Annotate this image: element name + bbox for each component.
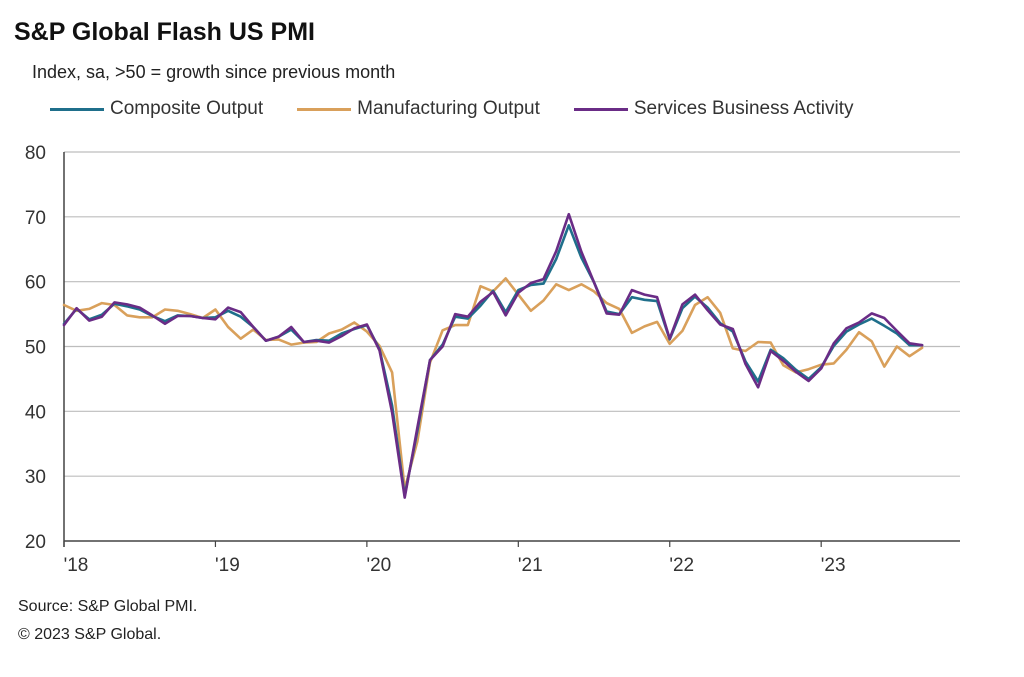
y-tick-label: 40: [25, 402, 46, 423]
y-tick-label: 60: [25, 273, 46, 294]
legend-label-manufacturing: Manufacturing Output: [357, 98, 540, 119]
series-line-services-business-activity: [62, 212, 924, 499]
legend-item-manufacturing: Manufacturing Output: [297, 98, 540, 120]
copyright-note: © 2023 S&P Global.: [18, 626, 162, 643]
legend: Composite Output Manufacturing Output Se…: [50, 98, 888, 120]
legend-label-composite: Composite Output: [110, 98, 264, 119]
x-tick-label: '18: [64, 555, 89, 576]
y-tick-label: 20: [25, 532, 46, 553]
legend-label-services: Services Business Activity: [633, 98, 854, 119]
series-line-composite-output: [62, 224, 924, 497]
gridlines: [64, 151, 960, 542]
x-tick-label: '23: [821, 555, 846, 576]
legend-swatch-composite: [50, 107, 104, 111]
x-tick-label: '19: [215, 555, 240, 576]
legend-item-composite: Composite Output: [50, 98, 263, 120]
chart-title: S&P Global Flash US PMI: [14, 18, 315, 46]
x-tick-label: '20: [366, 555, 391, 576]
y-tick-label: 70: [25, 208, 46, 229]
x-tick-label: '22: [669, 555, 694, 576]
legend-swatch-services: [573, 107, 628, 111]
series-lines: [62, 212, 924, 499]
chart-subtitle: Index, sa, >50 = growth since previous m…: [32, 62, 396, 82]
series-line-manufacturing-output: [62, 277, 924, 491]
legend-item-services: Services Business Activity: [573, 98, 854, 120]
x-axis: '18 '19 '20 '21 '22 '23: [63, 541, 846, 576]
y-tick-label: 50: [25, 338, 46, 359]
x-tick-label: '21: [518, 555, 543, 576]
y-axis: 20 30 40 50 60 70 80: [25, 143, 65, 553]
y-tick-label: 80: [25, 143, 46, 164]
source-note: Source: S&P Global PMI.: [18, 598, 198, 615]
legend-swatch-manufacturing: [297, 107, 352, 111]
y-tick-label: 30: [25, 467, 46, 488]
